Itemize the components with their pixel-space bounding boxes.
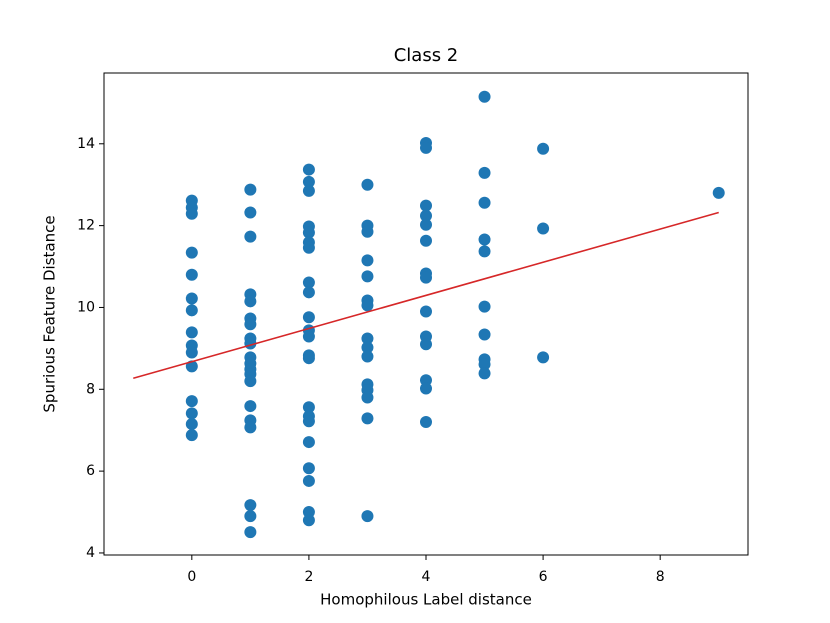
point — [244, 400, 257, 413]
point — [185, 246, 198, 259]
point — [185, 418, 198, 431]
point — [361, 412, 374, 425]
point — [420, 234, 432, 247]
point — [302, 276, 315, 289]
point — [185, 360, 198, 373]
fit-line — [133, 211, 719, 380]
point — [302, 286, 315, 299]
point — [537, 142, 550, 155]
x-tick-label: 6 — [539, 569, 548, 585]
x-tick-label: 2 — [304, 569, 313, 585]
point — [302, 184, 315, 197]
point — [185, 207, 198, 220]
point — [712, 186, 725, 199]
point — [244, 230, 257, 243]
point — [302, 226, 315, 239]
y-tick-label: 10 — [77, 299, 95, 315]
point — [185, 407, 198, 420]
point — [302, 311, 315, 324]
point — [420, 218, 432, 231]
point — [185, 268, 198, 281]
point — [244, 318, 257, 331]
point — [302, 415, 315, 428]
point — [361, 270, 374, 283]
point — [302, 241, 315, 254]
y-axis-label: Spurious Feature Distance — [41, 215, 59, 412]
point — [244, 421, 257, 434]
y-tick-label: 4 — [86, 545, 95, 561]
x-tick-label: 8 — [656, 569, 665, 585]
point — [537, 351, 550, 364]
point — [478, 90, 491, 103]
point — [302, 462, 315, 475]
point — [185, 292, 198, 305]
y-tick-label: 12 — [77, 218, 95, 234]
point — [361, 332, 374, 345]
point — [420, 305, 432, 318]
point — [302, 436, 315, 449]
point — [302, 352, 315, 365]
point — [361, 391, 374, 404]
x-axis-label: Homophilous Label distance — [320, 591, 532, 609]
point — [420, 141, 432, 154]
point — [420, 199, 432, 212]
point — [244, 526, 257, 539]
point — [478, 233, 491, 246]
point — [420, 338, 432, 351]
y-tick-label: 8 — [86, 381, 95, 397]
point — [478, 196, 491, 209]
point — [302, 514, 315, 527]
y-tick-label: 6 — [86, 463, 95, 479]
point — [361, 225, 374, 238]
point — [478, 367, 491, 380]
point — [420, 209, 432, 222]
point — [244, 183, 257, 196]
point — [185, 429, 198, 442]
point — [302, 330, 315, 343]
point — [244, 375, 257, 388]
point — [478, 166, 491, 179]
point — [185, 346, 198, 359]
point — [420, 271, 432, 284]
point — [244, 295, 257, 308]
y-tick-label: 14 — [77, 136, 95, 152]
point — [244, 206, 257, 219]
point — [478, 300, 491, 313]
point — [302, 401, 315, 414]
point — [302, 474, 315, 487]
point — [302, 175, 315, 188]
point — [361, 299, 374, 312]
point — [420, 382, 432, 395]
x-tick-label: 4 — [422, 569, 431, 585]
point — [185, 304, 198, 317]
point — [420, 416, 432, 429]
point — [478, 358, 491, 371]
point — [185, 326, 198, 339]
point — [537, 222, 550, 235]
x-tick-label: 0 — [187, 569, 196, 585]
point — [244, 499, 257, 512]
point — [478, 245, 491, 258]
point — [302, 163, 315, 176]
point — [361, 350, 374, 363]
chart-title: Class 2 — [394, 45, 459, 66]
point — [478, 328, 491, 341]
point — [185, 395, 198, 408]
point — [361, 254, 374, 267]
point — [361, 178, 374, 191]
point — [361, 341, 374, 354]
point — [244, 510, 257, 523]
point — [361, 510, 374, 523]
